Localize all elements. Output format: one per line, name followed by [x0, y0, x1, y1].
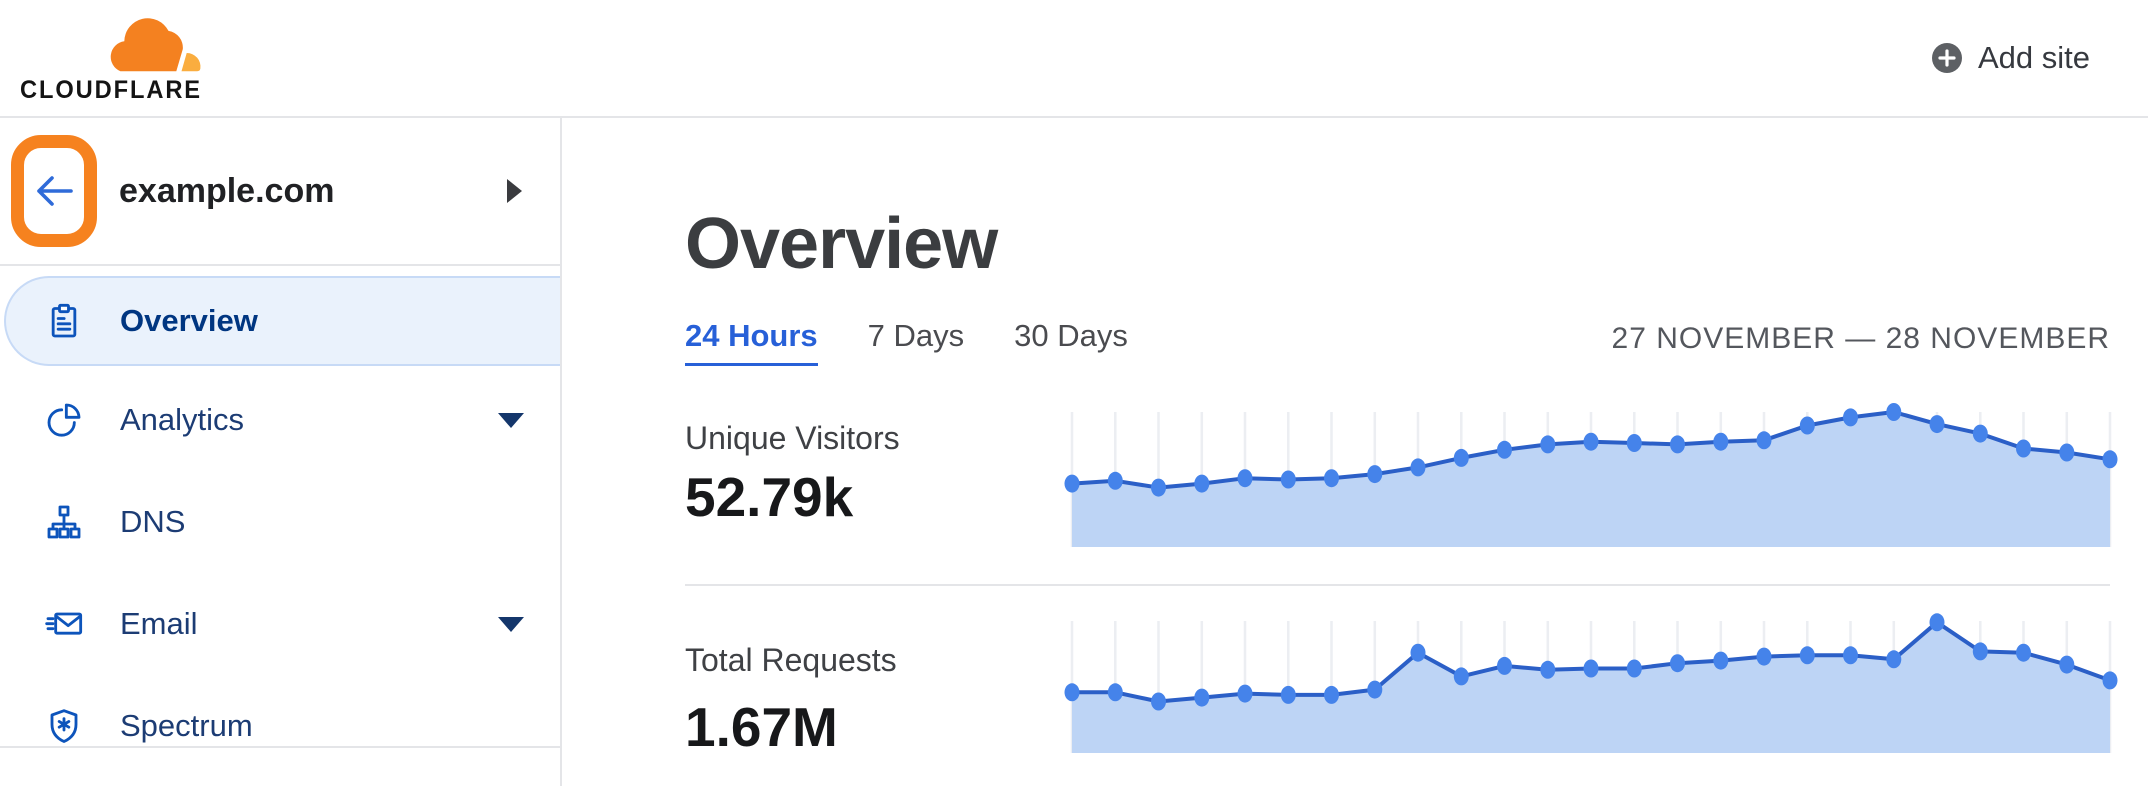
- metric-value-unique-visitors: 52.79k: [685, 466, 854, 528]
- chevron-down-icon[interactable]: [498, 412, 524, 428]
- time-range-tabs: 24 Hours 7 Days 30 Days: [685, 318, 1128, 366]
- metric-label-total-requests: Total Requests: [685, 642, 897, 678]
- back-button[interactable]: [27, 164, 81, 218]
- section-divider: [685, 584, 2110, 586]
- shield-icon: [50, 709, 78, 743]
- add-site-label: Add site: [1977, 40, 2090, 75]
- site-selector-row: example.com: [0, 118, 560, 266]
- cloudflare-cloud-icon: [110, 18, 201, 72]
- sidebar-item-label: DNS: [120, 504, 186, 539]
- highlight-annotation: [11, 135, 97, 247]
- pie-chart-icon: [47, 403, 81, 437]
- sitemap-icon: [47, 505, 81, 539]
- metric-value-total-requests: 1.67M: [685, 696, 838, 758]
- arrow-left-icon: [37, 176, 73, 206]
- page-title: Overview: [685, 204, 998, 284]
- sidebar-item-dns[interactable]: DNS: [0, 477, 560, 567]
- metric-label-unique-visitors: Unique Visitors: [685, 420, 900, 456]
- sidebar-item-email[interactable]: Email: [0, 579, 560, 669]
- site-name: example.com: [119, 171, 335, 210]
- chevron-down-icon[interactable]: [498, 616, 524, 632]
- sidebar-item-label: Spectrum: [120, 708, 253, 743]
- sidebar-item-spectrum[interactable]: Spectrum: [0, 681, 560, 771]
- sidebar-item-label: Email: [120, 606, 198, 641]
- tab-30-days[interactable]: 30 Days: [1014, 318, 1128, 353]
- sidebar-nav: Overview Analytics DNS: [0, 266, 560, 771]
- sidebar-item-analytics[interactable]: Analytics: [0, 375, 560, 465]
- sidebar-item-overview[interactable]: Overview: [4, 276, 560, 366]
- add-site-button[interactable]: Add site: [1931, 40, 2090, 76]
- email-icon: [45, 612, 83, 635]
- plus-icon: [1931, 43, 1962, 73]
- sidebar-divider: [0, 746, 560, 748]
- clipboard-icon: [51, 303, 77, 338]
- total-requests-sparkline[interactable]: [1064, 611, 2118, 753]
- cloudflare-wordmark: CLOUDFLARE: [20, 76, 202, 104]
- top-header: CLOUDFLARE Add site: [0, 0, 2148, 118]
- unique-visitors-sparkline[interactable]: [1064, 402, 2118, 547]
- tab-24-hours[interactable]: 24 Hours: [685, 318, 818, 366]
- sidebar-item-label: Analytics: [120, 402, 245, 437]
- main-content: Overview 24 Hours 7 Days 30 Days 27 NOVE…: [562, 118, 2148, 786]
- tab-7-days[interactable]: 7 Days: [867, 318, 965, 353]
- cloudflare-logo[interactable]: CLOUDFLARE: [18, 12, 223, 104]
- chevron-right-icon[interactable]: [507, 179, 522, 203]
- date-range-label: 27 NOVEMBER — 28 NOVEMBER: [1611, 322, 2110, 355]
- sidebar-item-label: Overview: [120, 303, 258, 338]
- sidebar: example.com Overview Analytics: [0, 118, 562, 786]
